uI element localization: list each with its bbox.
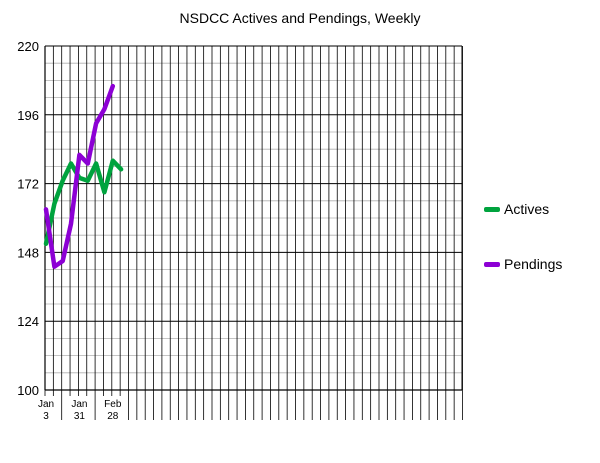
chart-title: NSDCC Actives and Pendings, Weekly: [179, 10, 421, 26]
x-tick-label: 28: [107, 411, 119, 422]
x-tick-label-background: [36, 396, 56, 424]
legend: Actives Pendings: [484, 200, 562, 310]
legend-label-actives: Actives: [504, 201, 550, 217]
y-tick-label: 220: [17, 39, 39, 54]
legend-item-pendings: Pendings: [484, 255, 562, 273]
series: [43, 83, 124, 269]
series-line-actives: [43, 158, 124, 247]
x-tick-label-background: [69, 396, 90, 424]
x-tick-label: Jan: [38, 399, 54, 410]
y-tick-labels: 100 124 148 172 196 220: [17, 39, 39, 398]
legend-label-pendings: Pendings: [504, 256, 563, 272]
x-tick-label: Jan: [71, 399, 87, 410]
y-tick-label: 196: [17, 108, 39, 123]
y-tick-label: 100: [17, 383, 39, 398]
x-tick-label: Feb: [104, 399, 122, 410]
y-tick-label: 148: [17, 245, 39, 260]
x-tick-label: 31: [74, 411, 86, 422]
legend-item-actives: Actives: [484, 200, 562, 218]
legend-swatch-pendings: [484, 261, 500, 267]
y-tick-label: 124: [17, 314, 39, 329]
x-tick-label-background: [102, 396, 123, 424]
legend-swatch-actives: [484, 206, 500, 212]
y-tick-label: 172: [17, 177, 39, 192]
x-tick-label: 3: [43, 411, 49, 422]
